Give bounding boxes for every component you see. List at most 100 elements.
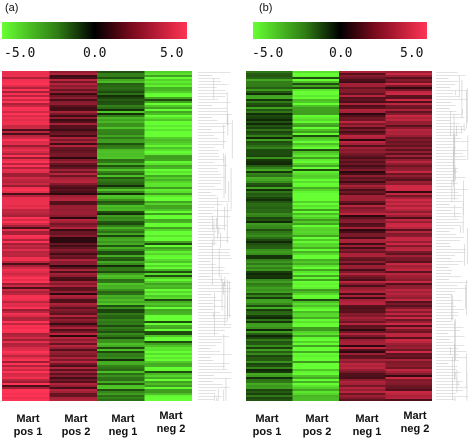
heatmap-cell	[385, 177, 432, 180]
heatmap-cell	[2, 343, 50, 346]
heatmap-cell	[385, 331, 432, 334]
heatmap-cell	[246, 305, 293, 308]
heatmap-cell	[385, 253, 432, 256]
heatmap-cell	[97, 253, 145, 256]
heatmap-cell	[339, 307, 386, 310]
heatmap-cell	[246, 127, 293, 130]
heatmap-cell	[2, 81, 50, 84]
heatmap-cell	[339, 341, 386, 344]
heatmap-cell	[339, 223, 386, 226]
heatmap-cell	[49, 159, 98, 162]
heatmap-cell	[385, 357, 432, 360]
heatmap-cell	[2, 267, 50, 270]
heatmap-cell	[97, 399, 145, 401]
heatmap-cell	[97, 221, 145, 224]
heatmap-cell	[246, 299, 293, 302]
heatmap-cell	[292, 379, 340, 382]
heatmap-cell	[385, 225, 432, 228]
heatmap-cell	[292, 311, 340, 314]
heatmap-cell	[2, 273, 50, 276]
heatmap-cell	[246, 343, 293, 346]
heatmap-cell	[144, 313, 192, 316]
heatmap-cell	[49, 139, 98, 142]
heatmap-cell	[49, 169, 98, 172]
heatmap-cell	[97, 387, 145, 390]
heatmap-cell	[49, 91, 98, 94]
heatmap-cell	[292, 141, 340, 144]
heatmap-cell	[292, 233, 340, 236]
heatmap-cell	[385, 149, 432, 152]
heatmap-cell	[339, 145, 386, 148]
heatmap-cell	[385, 237, 432, 240]
heatmap-cell	[246, 317, 293, 320]
heatmap-cell	[49, 209, 98, 212]
heatmap-cell	[2, 177, 50, 180]
heatmap-cell	[49, 273, 98, 276]
heatmap-cell	[246, 237, 293, 240]
heatmap-cell	[49, 197, 98, 200]
heatmap-cell	[49, 103, 98, 106]
heatmap-cell	[144, 187, 192, 190]
heatmap-cell	[339, 143, 386, 146]
heatmap-cell	[2, 277, 50, 280]
heatmap-cell	[2, 103, 50, 106]
heatmap-cell	[2, 163, 50, 166]
heatmap-cell	[339, 387, 386, 390]
heatmap-cell	[246, 129, 293, 132]
heatmap-cell	[292, 289, 340, 292]
heatmap-cell	[2, 113, 50, 116]
heatmap-cell	[97, 385, 145, 388]
heatmap-cell	[144, 345, 192, 348]
heatmap-cell	[246, 361, 293, 364]
heatmap-cell	[385, 105, 432, 108]
heatmap-cell	[2, 185, 50, 188]
heatmap-cell	[2, 383, 50, 386]
heatmap-cell	[292, 251, 340, 254]
heatmap-cell	[246, 139, 293, 142]
heatmap-cell	[97, 233, 145, 236]
heatmap-cell	[2, 331, 50, 334]
heatmap-cell	[385, 379, 432, 382]
heatmap-cell	[2, 399, 50, 401]
heatmap-cell	[339, 111, 386, 114]
heatmap-cell	[339, 255, 386, 258]
heatmap-cell	[339, 193, 386, 196]
heatmap-cell	[292, 217, 340, 220]
heatmap-cell	[49, 71, 98, 74]
heatmap-cell	[385, 121, 432, 124]
heatmap-cell	[339, 355, 386, 358]
heatmap-cell	[385, 119, 432, 122]
heatmap-cell	[246, 105, 293, 108]
heatmap-cell	[385, 273, 432, 276]
heatmap-cell	[385, 333, 432, 336]
heatmap-cell	[339, 73, 386, 76]
column-label: Mart neg 1	[108, 413, 138, 438]
heatmap-cell	[97, 335, 145, 338]
heatmap-cell	[97, 89, 145, 92]
heatmap-cell	[49, 291, 98, 294]
heatmap-cell	[292, 365, 340, 368]
heatmap-cell	[385, 221, 432, 224]
heatmap-cell	[292, 381, 340, 384]
heatmap-cell	[2, 271, 50, 274]
heatmap-cell	[144, 175, 192, 178]
heatmap-cell	[246, 235, 293, 238]
heatmap-cell	[385, 385, 432, 388]
heatmap-cell	[144, 281, 192, 284]
heatmap-cell	[246, 227, 293, 230]
heatmap-cell	[49, 161, 98, 164]
heatmap-cell	[49, 153, 98, 156]
heatmap-cell	[246, 365, 293, 368]
heatmap-cell	[144, 333, 192, 336]
heatmap-cell	[385, 133, 432, 136]
heatmap-cell	[144, 263, 192, 266]
heatmap-cell	[339, 201, 386, 204]
heatmap-cell	[97, 81, 145, 84]
heatmap-cell	[246, 287, 293, 290]
heatmap-cell	[246, 219, 293, 222]
heatmap-cell	[292, 165, 340, 168]
heatmap-cell	[339, 119, 386, 122]
heatmap-cell	[385, 325, 432, 328]
heatmap-cell	[385, 145, 432, 148]
heatmap-cell	[49, 283, 98, 286]
